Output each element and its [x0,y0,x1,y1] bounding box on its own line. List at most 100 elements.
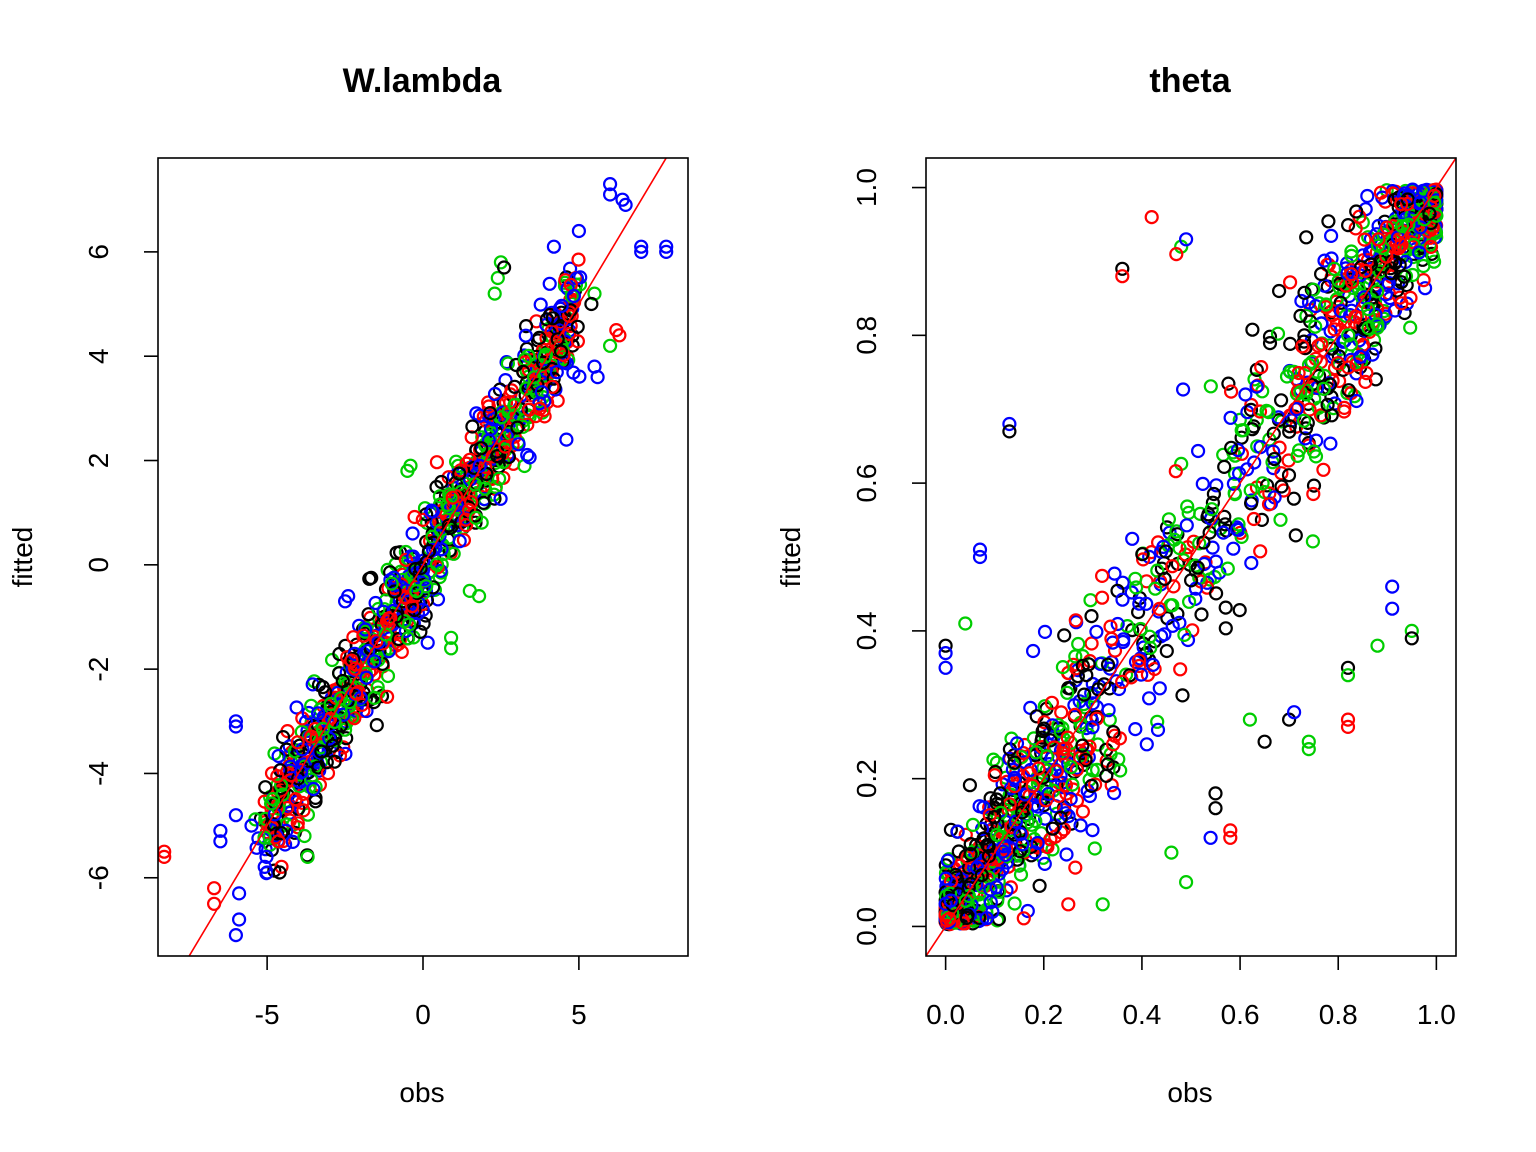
data-point [983,882,998,897]
data-point [1136,640,1151,655]
x-tick-label: 0.6 [1221,999,1260,1030]
data-point [1152,681,1167,696]
data-point [970,860,985,875]
data-point [300,849,315,865]
data-point [481,433,496,448]
data-point [518,328,533,343]
data-point [1208,586,1224,601]
data-point [296,803,311,818]
data-point [965,817,981,833]
data-point [1308,319,1323,334]
data-point [258,780,273,795]
data-point [1082,788,1098,804]
data-point [228,927,243,943]
plot-area-points [938,182,1444,932]
data-point [465,419,480,434]
data-point [1037,811,1053,826]
data-point [1384,266,1399,281]
data-point [1238,387,1253,402]
data-point [566,288,582,304]
data-point [1359,366,1374,381]
y-tick-label: -6 [83,865,114,890]
data-point [1135,546,1150,562]
data-point [1298,431,1313,446]
data-point [519,341,535,356]
data-point [1361,302,1376,317]
data-point [1361,321,1376,336]
data-point [1403,290,1418,305]
data-point [464,430,479,445]
data-point [1331,273,1346,288]
data-point [1232,602,1247,618]
data-point [1397,305,1412,321]
data-point [1069,793,1085,808]
data-point [1065,777,1080,792]
data-point [1404,623,1419,639]
data-point [1081,657,1096,672]
data-point [537,349,553,364]
data-point [1271,283,1287,299]
data-point [1239,462,1255,477]
data-point [522,450,537,465]
data-point [1343,337,1359,352]
data-point [972,542,988,557]
data-point [1429,208,1444,223]
data-point [987,768,1002,783]
data-point [487,386,503,402]
data-point [405,526,420,541]
y-tick-label: 0.6 [851,464,882,503]
data-point [1396,206,1411,221]
data-point [1105,737,1121,752]
data-point [1340,218,1356,233]
y-tick-label: 1.0 [851,168,882,207]
data-point [1026,731,1042,746]
data-point [518,319,534,334]
data-point [1009,736,1025,751]
data-point [546,371,561,386]
data-point [1262,336,1278,351]
data-point [368,595,383,611]
data-point [294,765,309,780]
data-point [1110,616,1125,632]
data-point [1218,600,1233,615]
data-point [1055,659,1071,675]
data-point [938,871,953,886]
data-point [1371,232,1386,247]
data-point [1266,444,1281,459]
data-point [1249,379,1264,394]
data-point [546,239,562,254]
data-point [990,827,1005,842]
data-point [1020,903,1035,919]
data-point [1195,476,1210,491]
data-point [533,297,548,312]
data-point [522,402,537,417]
data-point [1111,681,1127,697]
data-point [1291,443,1307,458]
data-point [380,689,395,704]
data-point [1226,541,1241,556]
data-point [1038,793,1054,808]
data-point [1139,596,1154,611]
data-point [1007,755,1022,770]
data-point [1281,468,1297,483]
data-point [1349,204,1364,219]
data-point [271,748,286,764]
data-point [1145,657,1161,673]
data-point [972,799,987,814]
data-point [553,344,569,359]
data-point [1385,601,1400,616]
data-point [1051,717,1066,733]
data-point [253,811,268,826]
data-point [1045,821,1060,836]
data-point [1177,627,1192,643]
data-point [1358,374,1373,389]
data-point [659,239,674,254]
data-point [244,818,259,833]
data-point [1077,687,1092,702]
x-axis-label: obs [399,1077,444,1108]
data-point [1013,867,1029,882]
data-point [1166,579,1181,594]
data-point [490,449,505,464]
data-point [1061,897,1076,912]
x-tick-label: 0.2 [1024,999,1063,1030]
